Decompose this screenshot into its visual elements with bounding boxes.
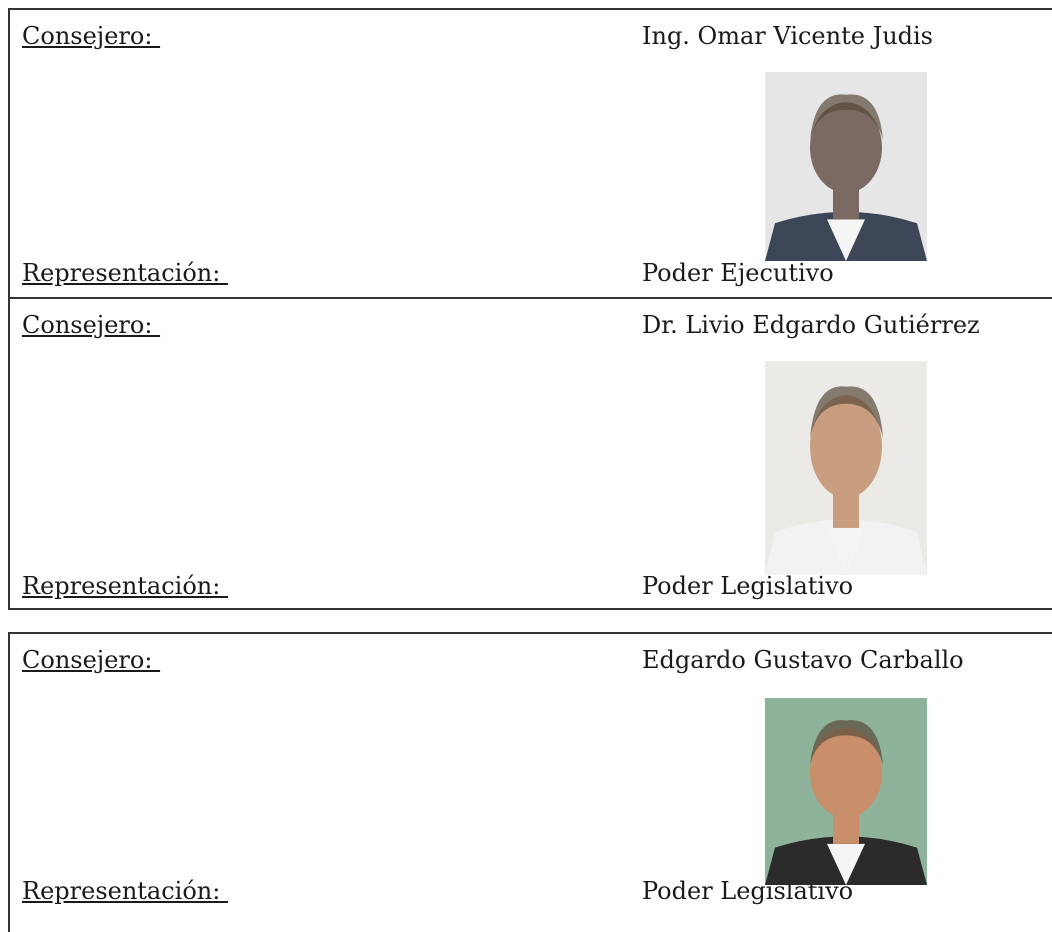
representacion-label: Representación: [22, 877, 228, 905]
consejero-label: Consejero: [22, 311, 161, 339]
consejero-label: Consejero: [22, 646, 161, 674]
portrait-photo [765, 361, 927, 575]
member-row: Consejero: Dr. Livio Edgardo Gutiérrez Re… [8, 297, 1052, 610]
portrait [765, 361, 927, 575]
representacion-value: Poder Ejecutivo [642, 259, 834, 287]
member-name: Ing. Omar Vicente Judis [642, 22, 933, 50]
portrait [765, 698, 927, 885]
representacion-value: Poder Legislativo [642, 877, 854, 905]
portrait-photo [765, 72, 927, 261]
representacion-label: Representación: [22, 572, 228, 600]
portrait-photo [765, 698, 927, 885]
member-row: Consejero: Edgardo Gustavo Carballo Repre… [8, 632, 1052, 932]
representacion-value: Poder Legislativo [642, 572, 854, 600]
representacion-label: Representación: [22, 259, 228, 287]
member-row: Consejero: Ing. Omar Vicente Judis Repres… [8, 8, 1052, 297]
portrait [765, 72, 927, 261]
member-name: Edgardo Gustavo Carballo [642, 646, 964, 674]
consejero-label: Consejero: [22, 22, 161, 50]
member-name: Dr. Livio Edgardo Gutiérrez [642, 311, 980, 339]
